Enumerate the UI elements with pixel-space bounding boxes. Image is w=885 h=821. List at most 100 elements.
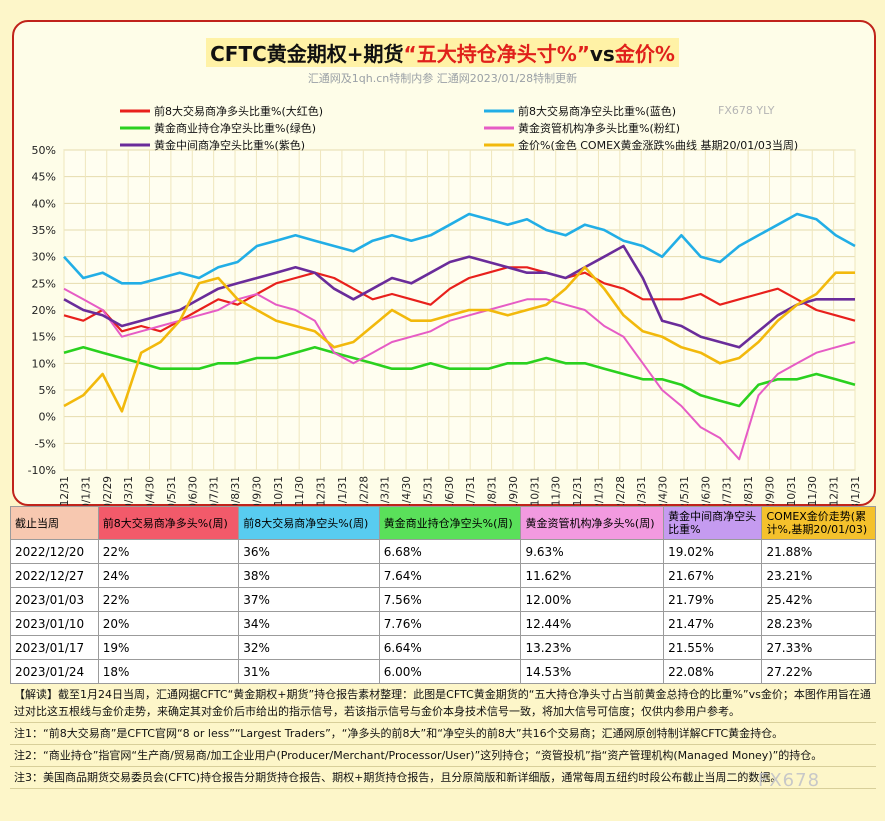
table-header-cell: 黄金资管机构净多头%(周) xyxy=(520,506,665,540)
table-cell: 32% xyxy=(238,635,380,660)
table-header-cell: 黄金商业持仓净空头%(周) xyxy=(378,506,522,540)
series-line-green xyxy=(63,345,856,408)
y-tick-label: 15% xyxy=(32,331,56,344)
table-cell: 6.64% xyxy=(378,635,522,660)
table-row: 2023/01/10 20% 34% 7.76% 12.44% 21.47% 28.23% xyxy=(10,611,876,636)
x-tick-label: 2020/8/31 xyxy=(230,476,242,505)
table-cell: 25.42% xyxy=(761,587,876,612)
y-tick-label: 25% xyxy=(32,277,56,290)
fx678-logo: FX678 xyxy=(758,770,821,791)
note-2: 注2：“商业持仓”指官网“生产商/贸易商/加工企业用户(Producer/Mer… xyxy=(10,745,876,767)
x-tick-label: 2019/12/31 xyxy=(59,476,71,505)
table-cell: 24% xyxy=(97,563,240,588)
table-cell: 12.00% xyxy=(520,587,665,612)
table-row: 2023/01/17 19% 32% 6.64% 13.23% 21.55% 27.33% xyxy=(10,635,876,660)
legend-label: 黄金中间商净空头比重%(紫色) xyxy=(154,138,305,152)
x-tick-label: 2020/5/31 xyxy=(166,476,178,505)
watermark-text: FX678 YLY xyxy=(718,104,775,117)
table-cell: 20% xyxy=(97,611,240,636)
table-cell: 19.02% xyxy=(663,539,763,564)
table-cell: 13.23% xyxy=(520,635,665,660)
chart-title: CFTC黄金期权+期货“五大持仓净头寸%”vs金价% xyxy=(0,38,885,67)
y-tick-label: 50% xyxy=(32,144,56,157)
table-body: 2022/12/20 22% 36% 6.68% 9.63% 19.02% 21.88% 20… xyxy=(10,539,876,684)
table-cell: 7.64% xyxy=(378,563,522,588)
x-tick-label: 2022/6/30 xyxy=(700,476,712,505)
table-header-cell: 前8大交易商净空头%(周) xyxy=(238,506,380,540)
series-line-gold xyxy=(63,265,855,413)
x-tick-label: 2021/4/30 xyxy=(401,476,413,505)
x-tick-label: 2020/3/31 xyxy=(123,476,135,505)
table-cell: 2022/12/27 xyxy=(10,563,99,588)
x-tick-label: 2022/1/31 xyxy=(593,476,605,505)
x-tick-label: 2021/7/31 xyxy=(465,476,477,505)
y-tick-label: 10% xyxy=(32,357,56,370)
note-interpretation: 【解读】截至1月24日当周，汇通网据CFTC“黄金期权+期货”持仓报告素材整理：… xyxy=(10,684,876,723)
table-cell: 21.47% xyxy=(663,611,763,636)
table-cell: 21.88% xyxy=(761,539,876,564)
table-cell: 37% xyxy=(238,587,380,612)
table-header-row: 截止当周 前8大交易商净多头%(周) 前8大交易商净空头%(周) 黄金商业持仓净空头%… xyxy=(10,506,876,540)
y-tick-label: -10% xyxy=(28,464,56,477)
legend-label: 黄金商业持仓净空头比重%(绿色) xyxy=(154,121,316,135)
series-line-blue xyxy=(63,212,856,285)
title-part3: vs xyxy=(589,42,615,66)
x-tick-label: 2022/12/31 xyxy=(829,476,841,505)
series-line-purple xyxy=(63,244,855,349)
table-cell: 22.08% xyxy=(663,659,763,684)
x-tick-label: 2021/10/31 xyxy=(529,476,541,505)
title-part1: CFTC黄金期权+期货 xyxy=(210,42,404,66)
title-part4: 金价% xyxy=(614,42,675,66)
table-row: 2022/12/27 24% 38% 7.64% 11.62% 21.67% 23.21% xyxy=(10,563,876,588)
y-tick-label: 5% xyxy=(39,384,56,397)
x-tick-label: 2020/12/31 xyxy=(316,476,328,505)
x-tick-label: 2021/12/31 xyxy=(572,476,584,505)
table-cell: 23.21% xyxy=(761,563,876,588)
series-line-red xyxy=(63,266,856,333)
y-tick-label: 0% xyxy=(39,411,56,424)
table-cell: 2023/01/10 xyxy=(10,611,99,636)
x-tick-label: 2022/10/31 xyxy=(786,476,798,505)
data-table: 截止当周 前8大交易商净多头%(周) 前8大交易商净空头%(周) 黄金商业持仓净空头%… xyxy=(10,506,876,684)
table-header-cell: 截止当周 xyxy=(10,506,99,540)
x-tick-label: 2021/5/31 xyxy=(422,476,434,505)
table-cell: 9.63% xyxy=(520,539,665,564)
x-tick-label: 2020/9/30 xyxy=(251,476,263,505)
title-part2: “五大持仓净头寸%” xyxy=(403,42,590,66)
table-cell: 2023/01/24 xyxy=(10,659,99,684)
note-1: 注1：“前8大交易商”是CFTC官网“8 or less”“Largest Tr… xyxy=(10,723,876,745)
table-cell: 14.53% xyxy=(520,659,665,684)
x-tick-label: 2022/2/28 xyxy=(615,476,627,505)
x-tick-label: 2022/8/31 xyxy=(743,476,755,505)
y-tick-label: 20% xyxy=(32,304,56,317)
x-tick-label: 2023/1/31 xyxy=(850,476,862,505)
table-cell: 31% xyxy=(238,659,380,684)
x-tick-label: 2022/9/30 xyxy=(764,476,776,505)
x-tick-label: 2021/9/30 xyxy=(508,476,520,505)
x-tick-label: 2022/3/31 xyxy=(636,476,648,505)
table-cell: 7.56% xyxy=(378,587,522,612)
table-cell: 21.67% xyxy=(663,563,763,588)
y-tick-label: 35% xyxy=(32,224,56,237)
x-tick-label: 2021/11/30 xyxy=(551,476,563,505)
x-tick-label: 2021/1/31 xyxy=(337,476,349,505)
x-tick-label: 2020/10/31 xyxy=(273,476,285,505)
line-chart: -10% -5% 0% 5% 10% 15% 20% 25% 30% 35% 40% 45% 50% 20… xyxy=(28,104,862,505)
x-tick-label: 2020/6/30 xyxy=(187,476,199,505)
x-tick-label: 2020/1/31 xyxy=(80,476,92,505)
table-cell: 18% xyxy=(97,659,240,684)
x-tick-label: 2020/4/30 xyxy=(145,476,157,505)
chart-subtitle: 汇通网及1qh.cn特制内参 汇通网2023/01/28特制更新 xyxy=(307,72,578,85)
table-cell: 2023/01/03 xyxy=(10,587,99,612)
table-header-cell: COMEX金价走势(累计%,基期20/01/03) xyxy=(761,506,876,540)
table-cell: 27.33% xyxy=(761,635,876,660)
note-3: 注3：美国商品期货交易委员会(CFTC)持仓报告分期货持仓报告、期权+期货持仓报… xyxy=(10,767,876,789)
table-row: 2023/01/03 22% 37% 7.56% 12.00% 21.79% 25.42% xyxy=(10,587,876,612)
legend-label: 前8大交易商净空头比重%(蓝色) xyxy=(518,104,676,118)
table-header-cell: 前8大交易商净多头%(周) xyxy=(97,506,240,540)
series-line-pink xyxy=(63,287,856,461)
table-cell: 19% xyxy=(97,635,240,660)
y-tick-label: 45% xyxy=(32,171,56,184)
legend-label: 前8大交易商净多头比重%(大红色) xyxy=(154,104,323,118)
table-cell: 6.00% xyxy=(378,659,522,684)
